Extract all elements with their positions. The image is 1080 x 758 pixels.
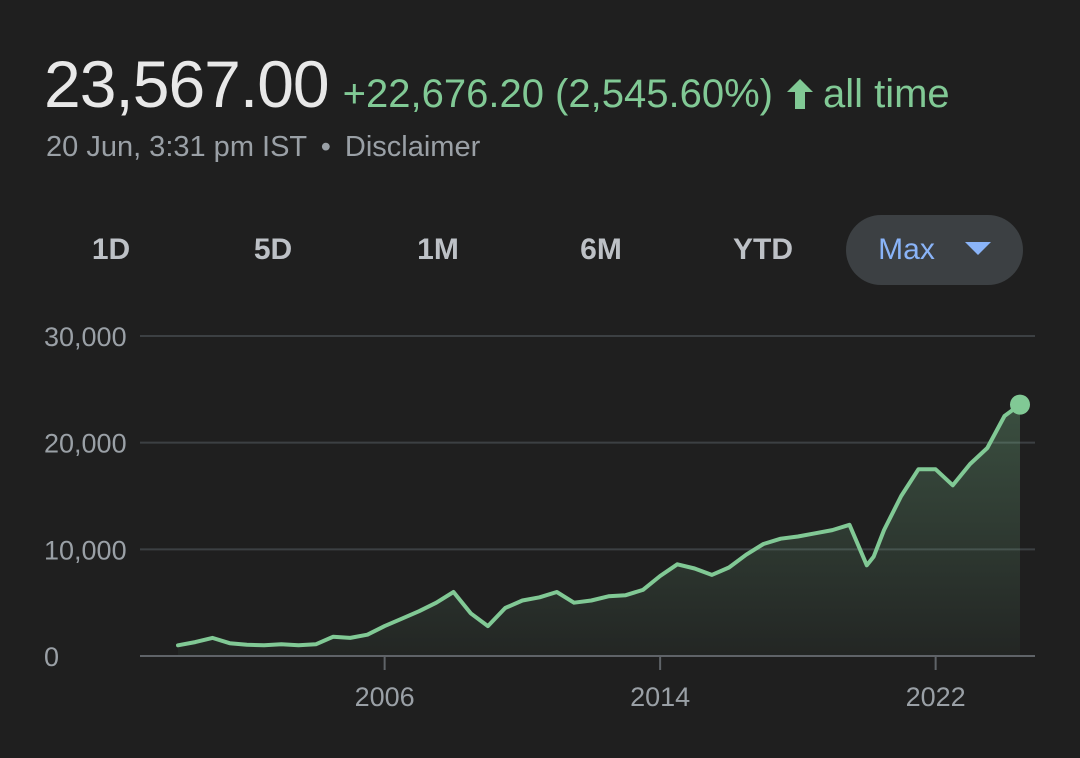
data-point [933, 466, 939, 472]
data-point [433, 600, 439, 606]
data-point [915, 466, 921, 472]
data-point [984, 445, 990, 451]
price-header: 23,567.00 +22,676.20 (2,545.60%) all tim… [44, 46, 950, 122]
range-1d-button[interactable]: 1D [91, 233, 131, 266]
data-point [743, 552, 749, 558]
data-point [554, 589, 560, 595]
range-5d-button[interactable]: 5D [253, 233, 293, 266]
chart-area-fill [178, 404, 1020, 656]
data-point [330, 634, 336, 640]
y-tick-label: 0 [44, 642, 59, 672]
timestamp-row: 20 Jun, 3:31 pm IST • Disclaimer [46, 131, 480, 164]
data-point [871, 554, 877, 560]
x-tick-label: 2014 [630, 682, 690, 712]
data-point [399, 616, 405, 622]
data-point [692, 566, 698, 572]
x-tick-label: 2006 [355, 682, 415, 712]
data-point [416, 608, 422, 614]
data-point [726, 564, 732, 570]
data-point [881, 527, 887, 533]
y-tick-label: 30,000 [44, 322, 127, 352]
data-point [674, 561, 680, 567]
data-point [1002, 413, 1008, 419]
data-point [296, 642, 302, 648]
data-point [657, 573, 663, 579]
y-tick-label: 10,000 [44, 535, 127, 565]
data-point [502, 605, 508, 611]
data-point [468, 610, 474, 616]
data-point [623, 592, 629, 598]
disclaimer-link[interactable]: Disclaimer [344, 131, 481, 163]
data-point [175, 642, 181, 648]
separator-dot: • [320, 131, 331, 163]
caret-down-icon [964, 241, 991, 255]
data-point [209, 635, 215, 641]
y-tick-label: 20,000 [44, 429, 127, 459]
data-point [364, 632, 370, 638]
data-point [640, 587, 646, 593]
data-point [829, 527, 835, 533]
data-point [244, 642, 250, 648]
x-tick-label: 2022 [906, 682, 966, 712]
range-ytd-button[interactable]: YTD [733, 233, 793, 266]
data-point [760, 541, 766, 547]
data-point [313, 641, 319, 647]
data-point [382, 623, 388, 629]
data-point [864, 562, 870, 568]
data-point [278, 641, 284, 647]
price-change: +22,676.20 (2,545.60%) [342, 72, 773, 116]
data-point [261, 642, 267, 648]
data-point [588, 598, 594, 604]
data-point [605, 593, 611, 599]
data-point [898, 493, 904, 499]
arrow-up-icon [785, 77, 815, 111]
data-point [812, 530, 818, 536]
change-period: all time [822, 72, 950, 116]
range-1m-button[interactable]: 1M [417, 233, 459, 266]
data-point [227, 640, 233, 646]
data-point [847, 522, 853, 528]
range-max-dropdown[interactable]: Max [846, 215, 1023, 285]
data-point [485, 623, 491, 629]
data-point [347, 635, 353, 641]
chart-end-marker [1010, 394, 1030, 415]
data-point [519, 598, 525, 604]
data-point [795, 534, 801, 540]
data-point [192, 639, 198, 645]
timestamp: 20 Jun, 3:31 pm IST [46, 131, 307, 163]
range-max-label: Max [878, 233, 935, 266]
data-point [967, 461, 973, 467]
data-point [778, 536, 784, 542]
price-chart[interactable]: 0 10,000 20,000 30,000 2006 2014 2022 [0, 300, 1080, 740]
current-price: 23,567.00 [44, 47, 330, 121]
data-point [571, 600, 577, 606]
data-point [537, 594, 543, 600]
range-selector: 1D 5D 1M 6M YTD Max [28, 215, 1028, 285]
chart-series-line [176, 402, 1022, 648]
range-6m-button[interactable]: 6M [580, 233, 622, 266]
data-point [950, 482, 956, 488]
data-point [451, 589, 457, 595]
data-point [709, 572, 715, 578]
